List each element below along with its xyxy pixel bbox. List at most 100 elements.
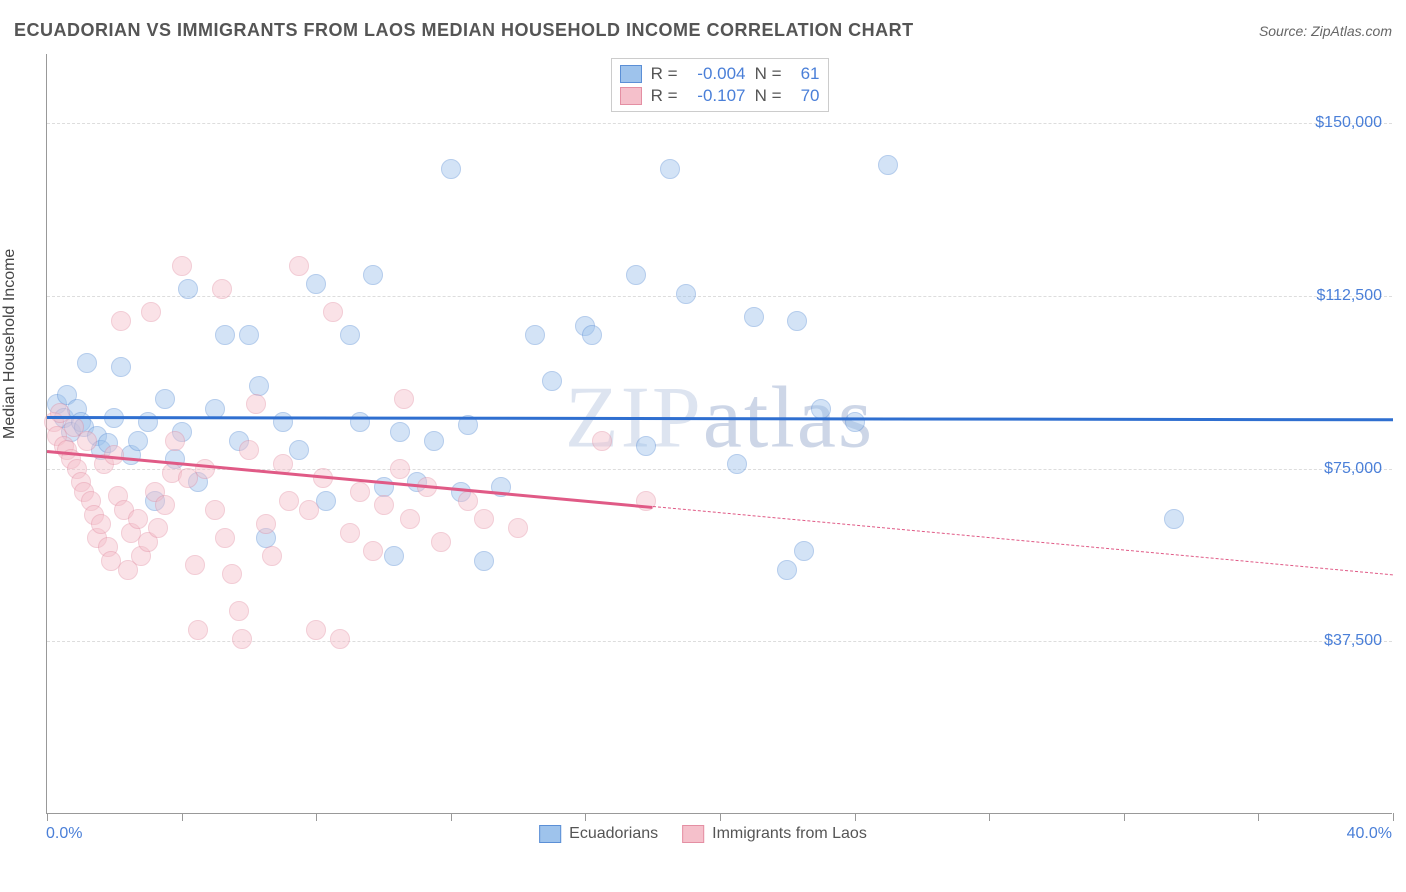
data-point [744,307,764,327]
data-point [148,518,168,538]
data-point [458,491,478,511]
data-point [239,325,259,345]
data-point [350,482,370,502]
data-point [111,357,131,377]
x-tick [47,813,48,821]
data-point [246,394,266,414]
n-label: N = [754,64,782,84]
data-point [165,431,185,451]
data-point [155,495,175,515]
correlation-stats-box: R = -0.004 N = 61 R = -0.107 N = 70 [611,58,829,112]
data-point [363,541,383,561]
data-point [787,311,807,331]
y-tick-label: $37,500 [1324,632,1382,650]
trend-line [47,416,1393,421]
data-point [592,431,612,451]
data-point [660,159,680,179]
data-point [626,265,646,285]
x-tick [855,813,856,821]
data-point [222,564,242,584]
swatch-series-b [682,825,704,843]
data-point [215,325,235,345]
data-point [232,629,252,649]
data-point [178,279,198,299]
y-axis-title: Median Household Income [1,249,19,439]
data-point [330,629,350,649]
n-value-a: 61 [790,64,820,84]
x-axis-min-label: 0.0% [46,825,82,843]
legend-label-b: Immigrants from Laos [712,825,867,843]
data-point [256,514,276,534]
data-point [249,376,269,396]
data-point [474,551,494,571]
data-point [289,256,309,276]
data-point [340,523,360,543]
data-point [676,284,696,304]
x-tick [1258,813,1259,821]
x-tick [1393,813,1394,821]
trend-line [653,506,1393,575]
x-tick [989,813,990,821]
stats-row-series-a: R = -0.004 N = 61 [620,63,820,85]
x-tick [585,813,586,821]
data-point [306,620,326,640]
data-point [525,325,545,345]
data-point [1164,509,1184,529]
stats-row-series-b: R = -0.107 N = 70 [620,85,820,107]
data-point [878,155,898,175]
data-point [229,601,249,621]
swatch-series-a [620,65,642,83]
data-point [212,279,232,299]
data-point [424,431,444,451]
legend-item-b: Immigrants from Laos [682,825,867,843]
data-point [279,491,299,511]
data-point [441,159,461,179]
data-point [195,459,215,479]
data-point [299,500,319,520]
y-tick-label: $112,500 [1316,287,1382,305]
data-point [239,440,259,460]
data-point [390,422,410,442]
data-point [777,560,797,580]
gridline [47,296,1392,297]
swatch-series-a [539,825,561,843]
data-point [363,265,383,285]
data-point [390,459,410,479]
gridline [47,123,1392,124]
n-label: N = [754,86,782,106]
bottom-legend: Ecuadorians Immigrants from Laos [539,825,867,843]
data-point [111,311,131,331]
n-value-b: 70 [790,86,820,106]
data-point [340,325,360,345]
data-point [374,495,394,515]
data-point [77,431,97,451]
legend-item-a: Ecuadorians [539,825,658,843]
r-value-b: -0.107 [686,86,746,106]
data-point [350,412,370,432]
data-point [141,302,161,322]
data-point [185,555,205,575]
data-point [542,371,562,391]
data-point [205,500,225,520]
data-point [128,509,148,529]
x-tick [720,813,721,821]
source-attribution: Source: ZipAtlas.com [1259,23,1392,39]
x-tick [1124,813,1125,821]
data-point [400,509,420,529]
legend-label-a: Ecuadorians [569,825,658,843]
r-label: R = [650,86,678,106]
data-point [431,532,451,552]
data-point [727,454,747,474]
data-point [128,431,148,451]
data-point [845,412,865,432]
trend-line [47,450,653,509]
data-point [155,389,175,409]
data-point [172,256,192,276]
x-tick [182,813,183,821]
x-axis-max-label: 40.0% [1347,825,1392,843]
data-point [289,440,309,460]
y-tick-label: $150,000 [1315,114,1382,132]
data-point [323,302,343,322]
data-point [394,389,414,409]
data-point [811,399,831,419]
